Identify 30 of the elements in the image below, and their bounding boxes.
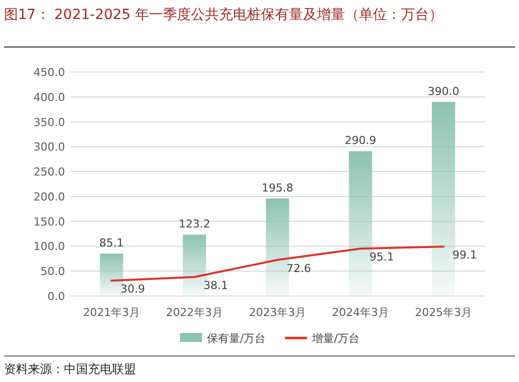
- data-label: 99.1: [452, 248, 477, 262]
- data-label: 85.1: [99, 236, 124, 250]
- y-tick-label: 0.0: [48, 290, 65, 303]
- y-tick-label: 300.0: [34, 140, 65, 154]
- legend-label: 保有量/万台: [207, 332, 266, 345]
- x-tick-label: 2023年3月: [249, 306, 306, 319]
- y-tick-label: 400.0: [34, 90, 65, 104]
- legend-label: 增量/万台: [311, 332, 360, 345]
- data-label: 390.0: [428, 84, 460, 98]
- data-label: 30.9: [120, 282, 145, 296]
- data-label: 38.1: [204, 279, 228, 292]
- chart-title: 图17： 2021-2025 年一季度公共充电桩保有量及增量（单位：万台）: [4, 7, 444, 23]
- x-tick-label: 2024年3月: [332, 306, 389, 319]
- data-label: 290.9: [344, 134, 376, 148]
- data-label: 95.1: [370, 250, 394, 264]
- y-tick-label: 350.0: [34, 116, 65, 129]
- y-tick-label: 250.0: [34, 166, 65, 179]
- data-label: 123.2: [178, 218, 210, 231]
- x-tick-label: 2022年3月: [166, 306, 223, 319]
- y-tick-label: 450.0: [34, 66, 65, 79]
- y-tick-label: 50.0: [40, 265, 65, 278]
- x-tick-label: 2025年3月: [415, 306, 472, 319]
- y-tick-label: 200.0: [34, 190, 65, 204]
- y-tick-label: 100.0: [34, 240, 65, 254]
- line-series: [110, 246, 444, 282]
- data-label: 72.6: [286, 262, 311, 275]
- x-tick-label: 2021年3月: [83, 306, 140, 319]
- y-tick-label: 150.0: [34, 215, 65, 228]
- text: 资料来源：中国充电联盟: [4, 362, 136, 376]
- data-label: 195.8: [262, 182, 294, 195]
